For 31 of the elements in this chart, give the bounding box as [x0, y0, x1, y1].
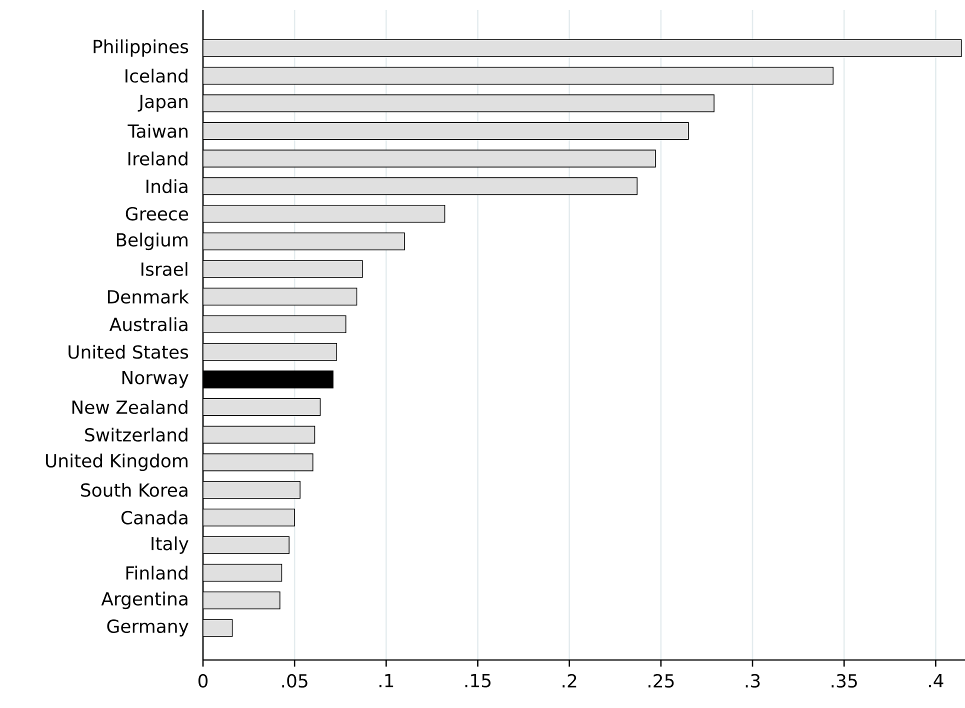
y-tick-label: Philippines: [94, 39, 188, 57]
x-tick-label: 0: [198, 674, 208, 688]
y-tick-label: India: [146, 179, 188, 194]
x-tick-label: .3: [746, 674, 760, 688]
x-tick-label: .05: [282, 674, 308, 688]
y-tick-label: South Korea: [81, 482, 188, 497]
y-tick-label: Germany: [107, 619, 188, 637]
y-tick-label: Denmark: [108, 290, 189, 304]
x-tick-label: .4: [929, 674, 944, 688]
y-tick-label: United States: [68, 344, 188, 359]
y-tick-label: Iceland: [126, 68, 188, 83]
y-tick-label: Belgium: [116, 232, 188, 250]
x-tick-label: .25: [648, 674, 674, 688]
y-tick-label: Italy: [152, 536, 188, 554]
x-tick-label: .2: [562, 674, 576, 688]
y-tick-label: Taiwan: [128, 124, 188, 138]
x-tick-label: .35: [832, 674, 857, 688]
x-tick-label: .15: [465, 674, 491, 688]
y-tick-label: Japan: [138, 94, 188, 112]
y-tick-label: Switzerland: [85, 428, 188, 442]
y-tick-label: Greece: [126, 206, 188, 221]
y-tick-label: United Kingdom: [46, 454, 188, 471]
y-tick-label: Ireland: [128, 152, 188, 166]
x-tick-label: .1: [380, 674, 394, 688]
y-tick-label: Finland: [126, 566, 188, 580]
y-tick-label: New Zealand: [72, 400, 188, 414]
y-tick-label: Argentina: [101, 592, 188, 610]
y-tick-label: Australia: [109, 317, 188, 332]
y-tick-label: Israel: [142, 262, 188, 276]
y-tick-label: Canada: [121, 510, 188, 524]
y-tick-label: Norway: [122, 371, 188, 388]
